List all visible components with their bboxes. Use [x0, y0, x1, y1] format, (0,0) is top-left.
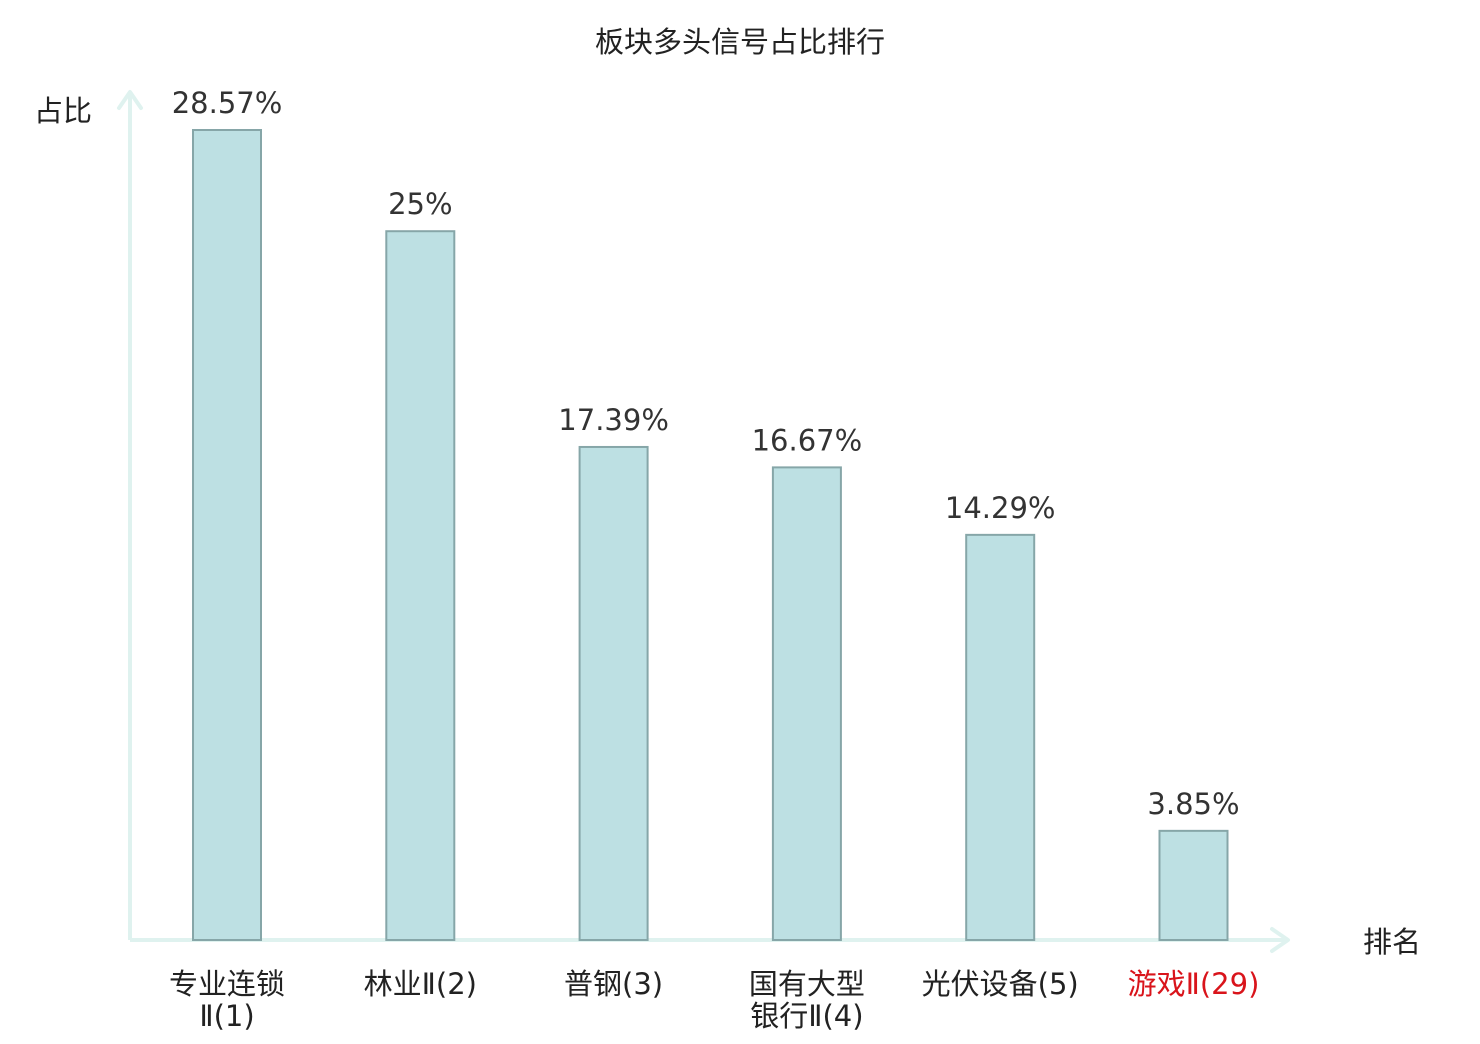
value-label-0: 28.57% — [172, 86, 283, 120]
chart-title: 板块多头信号占比排行 — [595, 25, 885, 59]
value-label-3: 16.67% — [752, 423, 863, 457]
category-label-3-line-0: 国有大型 — [749, 967, 865, 1001]
x-axis-arrow-icon — [1270, 927, 1290, 953]
category-label-5-line-0: 游戏Ⅱ(29) — [1128, 967, 1260, 1001]
category-label-3-line-1: 银行Ⅱ(4) — [750, 999, 863, 1033]
category-label-0-line-1: Ⅱ(1) — [199, 999, 254, 1033]
bar-5 — [1158, 829, 1229, 941]
category-label-2-line-0: 普钢(3) — [564, 967, 663, 1001]
bar-0 — [192, 129, 262, 941]
x-axis-label: 排名 — [1363, 925, 1421, 959]
y-axis-arrow-icon — [117, 90, 143, 110]
bar-4 — [965, 533, 1036, 941]
category-label-0-line-0: 专业连锁 — [169, 967, 285, 1001]
value-label-1: 25% — [388, 187, 452, 221]
value-label-4: 14.29% — [945, 491, 1056, 525]
bar-1 — [385, 230, 456, 942]
bar-2 — [578, 445, 649, 941]
y-axis-label: 占比 — [34, 94, 92, 128]
bars-layer — [192, 129, 1229, 942]
value-label-5: 3.85% — [1147, 787, 1239, 821]
category-label-1-line-0: 林业Ⅱ(2) — [364, 967, 477, 1001]
value-label-2: 17.39% — [558, 403, 669, 437]
value-labels-layer: 28.57% 25% 17.39% 16.67% 14.29% 3.85% — [172, 86, 1240, 821]
category-label-4-line-0: 光伏设备(5) — [922, 967, 1079, 1001]
bar-3 — [771, 466, 842, 941]
